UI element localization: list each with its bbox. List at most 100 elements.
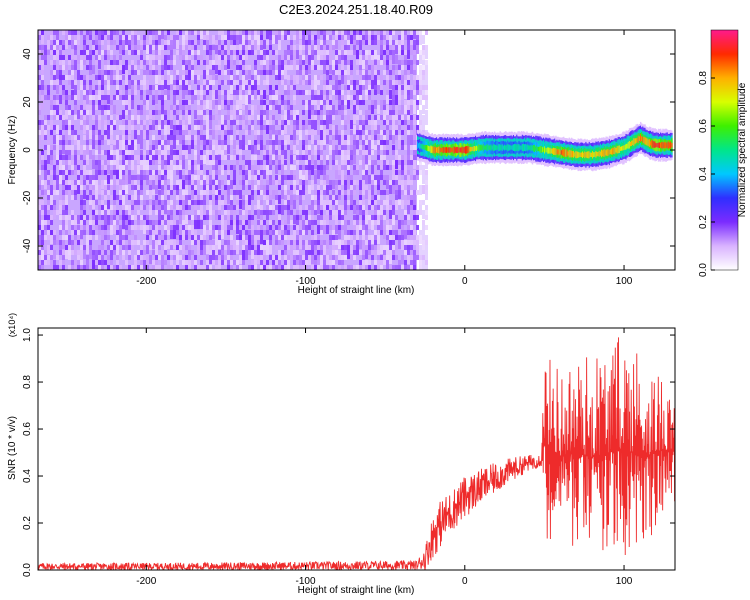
noise-cell (323, 80, 326, 89)
noise-cell (155, 200, 158, 209)
noise-cell (167, 205, 170, 210)
noise-cell (257, 150, 260, 155)
noise-cell (230, 240, 233, 249)
noise-cell (59, 160, 62, 169)
noise-cell (284, 110, 287, 115)
noise-cell (170, 115, 173, 120)
noise-cell (335, 180, 338, 185)
noise-cell (344, 265, 347, 270)
noise-cell (212, 115, 215, 120)
noise-cell (215, 245, 218, 250)
noise-cell (98, 55, 101, 60)
noise-cell (221, 200, 224, 205)
noise-cell (416, 225, 419, 230)
noise-cell (416, 85, 419, 90)
noise-cell (98, 50, 101, 55)
noise-cell (215, 155, 218, 160)
noise-cell (251, 115, 254, 124)
noise-cell (362, 125, 365, 130)
noise-cell (422, 90, 425, 99)
noise-cell (332, 215, 335, 220)
noise-cell (374, 145, 377, 150)
noise-cell (371, 50, 374, 55)
noise-cell (107, 30, 110, 35)
noise-cell (188, 90, 191, 95)
noise-cell (167, 70, 170, 75)
noise-cell (203, 175, 206, 180)
noise-cell (200, 250, 203, 255)
noise-cell (281, 235, 284, 240)
noise-cell (83, 250, 86, 259)
noise-cell (251, 50, 254, 55)
noise-cell (227, 250, 230, 259)
noise-cell (80, 110, 83, 115)
noise-cell (332, 200, 335, 205)
noise-cell (377, 60, 380, 65)
noise-cell (422, 85, 425, 94)
noise-cell (185, 30, 188, 39)
noise-cell (134, 140, 137, 145)
noise-cell (350, 135, 353, 144)
noise-cell (407, 225, 410, 230)
noise-cell (416, 45, 419, 54)
noise-cell (392, 110, 395, 115)
noise-cell (323, 220, 326, 225)
noise-cell (200, 210, 203, 219)
noise-cell (128, 210, 131, 215)
noise-cell (269, 105, 272, 110)
noise-cell (98, 230, 101, 235)
noise-cell (374, 160, 377, 165)
noise-cell (89, 245, 92, 250)
noise-cell (275, 200, 278, 205)
noise-cell (224, 255, 227, 260)
noise-cell (41, 75, 44, 80)
noise-cell (386, 245, 389, 254)
noise-cell (347, 140, 350, 145)
noise-cell (362, 265, 365, 270)
noise-cell (215, 75, 218, 80)
noise-cell (341, 165, 344, 170)
noise-cell (134, 165, 137, 170)
noise-cell (425, 265, 428, 270)
noise-cell (50, 120, 53, 129)
noise-cell (197, 40, 200, 45)
noise-cell (149, 175, 152, 180)
noise-cell (356, 180, 359, 185)
noise-cell (401, 200, 404, 209)
noise-cell (80, 250, 83, 255)
noise-cell (203, 100, 206, 105)
noise-cell (230, 35, 233, 40)
noise-cell (173, 40, 176, 49)
noise-cell (83, 50, 86, 55)
noise-cell (275, 160, 278, 165)
noise-cell (389, 165, 392, 170)
noise-cell (284, 125, 287, 134)
noise-cell (41, 190, 44, 195)
noise-cell (395, 130, 398, 139)
noise-cell (215, 175, 218, 180)
noise-cell (38, 140, 41, 145)
noise-cell (251, 190, 254, 199)
noise-cell (140, 190, 143, 195)
noise-cell (74, 225, 77, 234)
noise-cell (362, 180, 365, 189)
noise-cell (206, 100, 209, 109)
noise-cell (353, 230, 356, 235)
noise-cell (350, 255, 353, 260)
noise-cell (266, 30, 269, 39)
noise-cell (245, 100, 248, 105)
signal-cell (502, 145, 505, 150)
noise-cell (44, 180, 47, 189)
noise-cell (347, 60, 350, 65)
noise-cell (38, 185, 41, 190)
noise-cell (380, 160, 383, 169)
noise-cell (314, 50, 317, 55)
noise-cell (65, 160, 68, 165)
noise-cell (341, 150, 344, 155)
noise-cell (344, 160, 347, 165)
noise-cell (323, 55, 326, 64)
noise-cell (422, 235, 425, 240)
noise-cell (404, 165, 407, 174)
noise-cell (173, 150, 176, 155)
noise-cell (380, 220, 383, 225)
